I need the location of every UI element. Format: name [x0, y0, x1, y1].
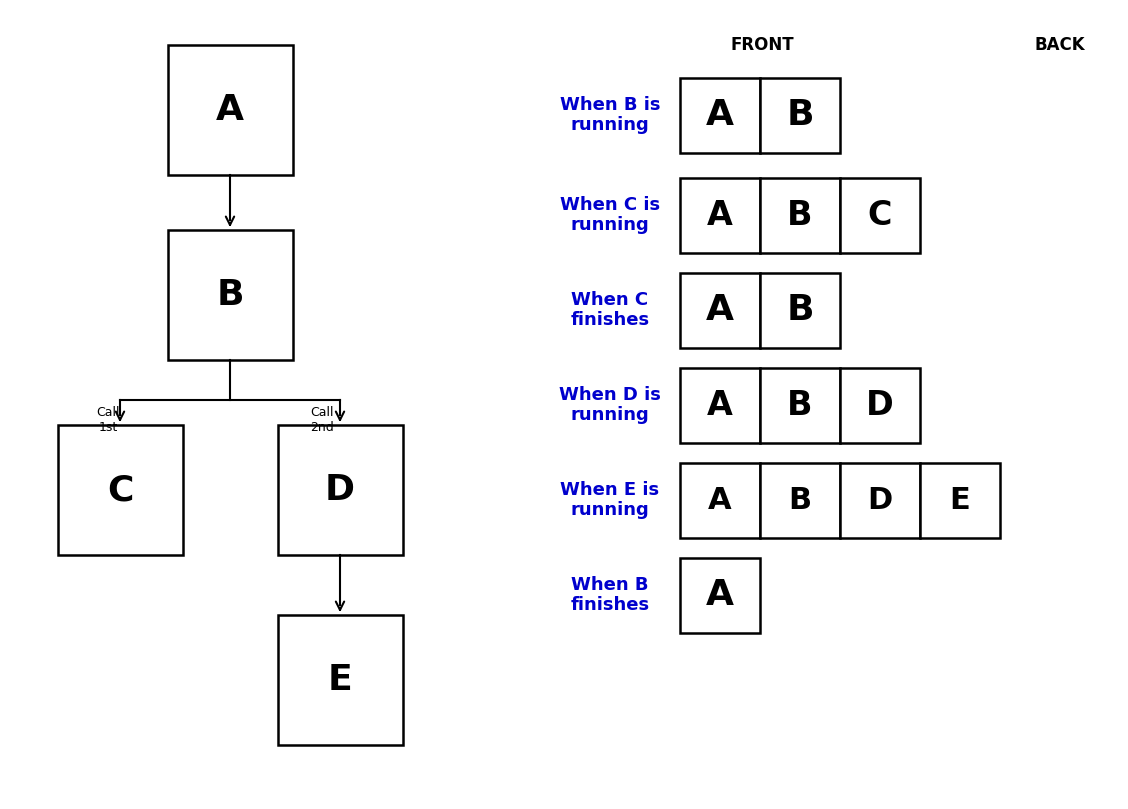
Text: D: D [866, 388, 893, 421]
Bar [840, 463, 920, 537]
Bar [680, 367, 760, 443]
Bar [840, 367, 920, 443]
Text: When C is
running: When C is running [559, 196, 660, 235]
Bar [840, 177, 920, 252]
Text: When D is
running: When D is running [559, 386, 661, 425]
Text: Call
1st: Call 1st [96, 406, 120, 434]
Text: B: B [787, 388, 813, 421]
Text: Call
2nd: Call 2nd [310, 406, 334, 434]
Text: D: D [867, 485, 892, 515]
Text: B: B [786, 98, 813, 132]
Bar [680, 177, 760, 252]
Text: A: A [707, 388, 733, 421]
Bar [920, 463, 1001, 537]
Text: B: B [786, 293, 813, 327]
Bar [760, 177, 840, 252]
Bar [760, 463, 840, 537]
Text: B: B [787, 198, 813, 231]
Text: A: A [706, 578, 734, 612]
Text: BACK: BACK [1034, 36, 1085, 54]
Text: A: A [706, 293, 734, 327]
Text: B: B [788, 485, 811, 515]
Text: FRONT: FRONT [730, 36, 794, 54]
Text: E: E [950, 485, 970, 515]
Bar [760, 273, 840, 348]
Bar [167, 230, 292, 360]
Text: A: A [706, 98, 734, 132]
Text: C: C [867, 198, 892, 231]
Text: D: D [325, 473, 355, 507]
Bar [277, 615, 403, 745]
Bar [167, 45, 292, 175]
Text: A: A [708, 485, 732, 515]
Text: When C
finishes: When C finishes [571, 290, 650, 329]
Text: C: C [107, 473, 133, 507]
Bar [680, 557, 760, 633]
Text: A: A [215, 93, 244, 127]
Bar [680, 463, 760, 537]
Text: A: A [707, 198, 733, 231]
Text: When B
finishes: When B finishes [571, 575, 650, 614]
Text: When B is
running: When B is running [559, 95, 660, 134]
Bar [680, 78, 760, 153]
Text: When E is
running: When E is running [561, 481, 660, 519]
Bar [277, 425, 403, 555]
Bar [760, 78, 840, 153]
Bar [760, 367, 840, 443]
Bar [58, 425, 183, 555]
Bar [680, 273, 760, 348]
Text: B: B [217, 278, 244, 312]
Text: E: E [327, 663, 352, 697]
